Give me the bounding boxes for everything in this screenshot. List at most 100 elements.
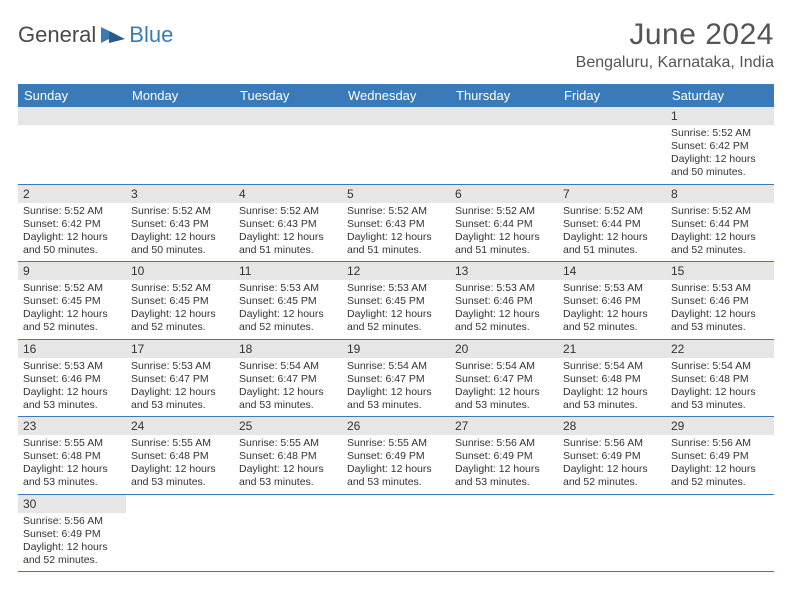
day-number: 24 bbox=[126, 417, 234, 435]
day-info: Sunrise: 5:52 AMSunset: 6:44 PMDaylight:… bbox=[558, 203, 666, 262]
day-number: 29 bbox=[666, 417, 774, 435]
weekday-header: Saturday bbox=[666, 84, 774, 107]
empty-cell bbox=[342, 107, 450, 184]
day-cell: 18Sunrise: 5:54 AMSunset: 6:47 PMDayligh… bbox=[234, 339, 342, 417]
day-info: Sunrise: 5:56 AMSunset: 6:49 PMDaylight:… bbox=[666, 435, 774, 494]
location: Bengaluru, Karnataka, India bbox=[576, 54, 774, 72]
day-info: Sunrise: 5:56 AMSunset: 6:49 PMDaylight:… bbox=[558, 435, 666, 494]
day-number: 10 bbox=[126, 262, 234, 280]
empty-cell bbox=[666, 494, 774, 572]
day-cell: 23Sunrise: 5:55 AMSunset: 6:48 PMDayligh… bbox=[18, 417, 126, 495]
day-number: 20 bbox=[450, 340, 558, 358]
day-info: Sunrise: 5:52 AMSunset: 6:45 PMDaylight:… bbox=[18, 280, 126, 339]
empty-cell bbox=[126, 494, 234, 572]
day-number: 16 bbox=[18, 340, 126, 358]
day-cell: 9Sunrise: 5:52 AMSunset: 6:45 PMDaylight… bbox=[18, 262, 126, 340]
day-cell: 28Sunrise: 5:56 AMSunset: 6:49 PMDayligh… bbox=[558, 417, 666, 495]
title-block: June 2024 Bengaluru, Karnataka, India bbox=[576, 18, 774, 72]
day-info: Sunrise: 5:54 AMSunset: 6:47 PMDaylight:… bbox=[450, 358, 558, 417]
day-cell: 11Sunrise: 5:53 AMSunset: 6:45 PMDayligh… bbox=[234, 262, 342, 340]
day-cell: 4Sunrise: 5:52 AMSunset: 6:43 PMDaylight… bbox=[234, 184, 342, 262]
empty-cell bbox=[234, 494, 342, 572]
day-number: 12 bbox=[342, 262, 450, 280]
weekday-header: Tuesday bbox=[234, 84, 342, 107]
day-cell: 26Sunrise: 5:55 AMSunset: 6:49 PMDayligh… bbox=[342, 417, 450, 495]
day-cell: 3Sunrise: 5:52 AMSunset: 6:43 PMDaylight… bbox=[126, 184, 234, 262]
day-number: 19 bbox=[342, 340, 450, 358]
day-number: 6 bbox=[450, 185, 558, 203]
day-cell: 29Sunrise: 5:56 AMSunset: 6:49 PMDayligh… bbox=[666, 417, 774, 495]
day-number: 4 bbox=[234, 185, 342, 203]
day-info: Sunrise: 5:54 AMSunset: 6:48 PMDaylight:… bbox=[558, 358, 666, 417]
day-cell: 6Sunrise: 5:52 AMSunset: 6:44 PMDaylight… bbox=[450, 184, 558, 262]
day-info: Sunrise: 5:56 AMSunset: 6:49 PMDaylight:… bbox=[18, 513, 126, 572]
day-cell: 19Sunrise: 5:54 AMSunset: 6:47 PMDayligh… bbox=[342, 339, 450, 417]
empty-cell bbox=[234, 107, 342, 184]
logo: General Blue bbox=[18, 18, 173, 48]
day-cell: 16Sunrise: 5:53 AMSunset: 6:46 PMDayligh… bbox=[18, 339, 126, 417]
day-cell: 13Sunrise: 5:53 AMSunset: 6:46 PMDayligh… bbox=[450, 262, 558, 340]
day-info: Sunrise: 5:52 AMSunset: 6:42 PMDaylight:… bbox=[666, 125, 774, 184]
day-number: 9 bbox=[18, 262, 126, 280]
day-cell: 8Sunrise: 5:52 AMSunset: 6:44 PMDaylight… bbox=[666, 184, 774, 262]
day-cell: 30Sunrise: 5:56 AMSunset: 6:49 PMDayligh… bbox=[18, 494, 126, 572]
day-number: 1 bbox=[666, 107, 774, 125]
day-info: Sunrise: 5:52 AMSunset: 6:44 PMDaylight:… bbox=[666, 203, 774, 262]
weekday-header: Sunday bbox=[18, 84, 126, 107]
month-title: June 2024 bbox=[576, 18, 774, 52]
day-number: 7 bbox=[558, 185, 666, 203]
day-number: 2 bbox=[18, 185, 126, 203]
empty-cell bbox=[126, 107, 234, 184]
day-number: 21 bbox=[558, 340, 666, 358]
day-info: Sunrise: 5:53 AMSunset: 6:47 PMDaylight:… bbox=[126, 358, 234, 417]
day-number: 26 bbox=[342, 417, 450, 435]
day-number: 14 bbox=[558, 262, 666, 280]
logo-word1: General bbox=[18, 22, 96, 48]
day-number: 13 bbox=[450, 262, 558, 280]
day-cell: 2Sunrise: 5:52 AMSunset: 6:42 PMDaylight… bbox=[18, 184, 126, 262]
day-cell: 14Sunrise: 5:53 AMSunset: 6:46 PMDayligh… bbox=[558, 262, 666, 340]
day-info: Sunrise: 5:54 AMSunset: 6:47 PMDaylight:… bbox=[342, 358, 450, 417]
calendar-table: SundayMondayTuesdayWednesdayThursdayFrid… bbox=[18, 84, 774, 572]
day-info: Sunrise: 5:52 AMSunset: 6:45 PMDaylight:… bbox=[126, 280, 234, 339]
day-cell: 24Sunrise: 5:55 AMSunset: 6:48 PMDayligh… bbox=[126, 417, 234, 495]
empty-cell bbox=[450, 107, 558, 184]
day-cell: 27Sunrise: 5:56 AMSunset: 6:49 PMDayligh… bbox=[450, 417, 558, 495]
logo-word2: Blue bbox=[129, 22, 173, 48]
day-info: Sunrise: 5:55 AMSunset: 6:48 PMDaylight:… bbox=[126, 435, 234, 494]
day-number: 28 bbox=[558, 417, 666, 435]
weekday-header: Monday bbox=[126, 84, 234, 107]
day-info: Sunrise: 5:55 AMSunset: 6:49 PMDaylight:… bbox=[342, 435, 450, 494]
weekday-header: Friday bbox=[558, 84, 666, 107]
calendar-header-row: SundayMondayTuesdayWednesdayThursdayFrid… bbox=[18, 84, 774, 107]
day-info: Sunrise: 5:52 AMSunset: 6:44 PMDaylight:… bbox=[450, 203, 558, 262]
day-info: Sunrise: 5:56 AMSunset: 6:49 PMDaylight:… bbox=[450, 435, 558, 494]
day-number: 22 bbox=[666, 340, 774, 358]
day-info: Sunrise: 5:52 AMSunset: 6:43 PMDaylight:… bbox=[126, 203, 234, 262]
day-cell: 1Sunrise: 5:52 AMSunset: 6:42 PMDaylight… bbox=[666, 107, 774, 184]
day-number: 18 bbox=[234, 340, 342, 358]
day-number: 11 bbox=[234, 262, 342, 280]
day-number: 17 bbox=[126, 340, 234, 358]
day-number: 23 bbox=[18, 417, 126, 435]
day-number: 3 bbox=[126, 185, 234, 203]
empty-cell bbox=[342, 494, 450, 572]
day-info: Sunrise: 5:52 AMSunset: 6:43 PMDaylight:… bbox=[234, 203, 342, 262]
day-info: Sunrise: 5:52 AMSunset: 6:42 PMDaylight:… bbox=[18, 203, 126, 262]
day-info: Sunrise: 5:54 AMSunset: 6:47 PMDaylight:… bbox=[234, 358, 342, 417]
empty-cell bbox=[558, 494, 666, 572]
empty-cell bbox=[558, 107, 666, 184]
day-cell: 7Sunrise: 5:52 AMSunset: 6:44 PMDaylight… bbox=[558, 184, 666, 262]
day-cell: 21Sunrise: 5:54 AMSunset: 6:48 PMDayligh… bbox=[558, 339, 666, 417]
day-number: 15 bbox=[666, 262, 774, 280]
day-cell: 20Sunrise: 5:54 AMSunset: 6:47 PMDayligh… bbox=[450, 339, 558, 417]
day-cell: 5Sunrise: 5:52 AMSunset: 6:43 PMDaylight… bbox=[342, 184, 450, 262]
day-number: 8 bbox=[666, 185, 774, 203]
weekday-header: Wednesday bbox=[342, 84, 450, 107]
day-number: 27 bbox=[450, 417, 558, 435]
flag-icon bbox=[99, 25, 127, 45]
day-number: 30 bbox=[18, 495, 126, 513]
day-cell: 17Sunrise: 5:53 AMSunset: 6:47 PMDayligh… bbox=[126, 339, 234, 417]
day-info: Sunrise: 5:53 AMSunset: 6:46 PMDaylight:… bbox=[18, 358, 126, 417]
weekday-header: Thursday bbox=[450, 84, 558, 107]
